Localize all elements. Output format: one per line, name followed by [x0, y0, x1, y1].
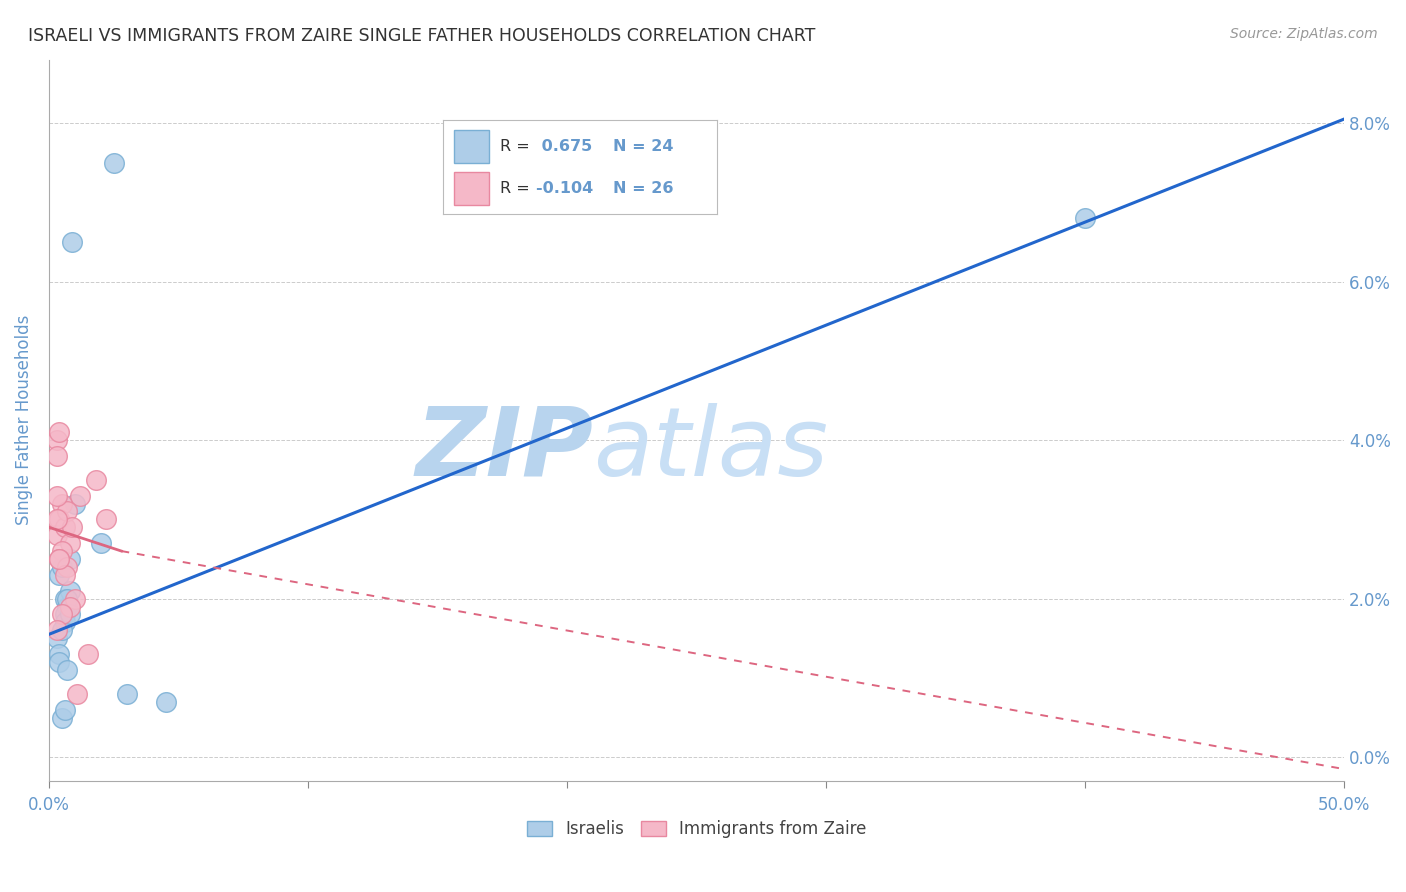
- Point: [45, 632, 67, 646]
- Point: [51, 607, 73, 622]
- Point: [51, 496, 73, 510]
- Point: [103, 155, 125, 169]
- Point: [51, 710, 73, 724]
- Point: [48, 512, 70, 526]
- Point: [59, 536, 82, 550]
- Point: [48, 425, 70, 440]
- Point: [53, 591, 76, 606]
- Point: [60, 235, 83, 249]
- Point: [90, 536, 112, 550]
- FancyBboxPatch shape: [454, 172, 489, 205]
- Text: -0.104: -0.104: [536, 181, 605, 196]
- Point: [45, 528, 67, 542]
- Point: [48, 647, 70, 661]
- Point: [59, 552, 82, 566]
- Point: [84, 473, 107, 487]
- Point: [59, 583, 82, 598]
- Text: ISRAELI VS IMMIGRANTS FROM ZAIRE SINGLE FATHER HOUSEHOLDS CORRELATION CHART: ISRAELI VS IMMIGRANTS FROM ZAIRE SINGLE …: [28, 27, 815, 45]
- Text: Source: ZipAtlas.com: Source: ZipAtlas.com: [1230, 27, 1378, 41]
- Point: [45, 512, 67, 526]
- Point: [155, 695, 177, 709]
- Text: ZIP: ZIP: [415, 402, 593, 496]
- Text: N = 26: N = 26: [613, 181, 673, 196]
- Point: [56, 504, 79, 518]
- Point: [1074, 211, 1097, 226]
- Point: [53, 607, 76, 622]
- Point: [45, 433, 67, 447]
- Text: atlas: atlas: [593, 402, 828, 496]
- Point: [51, 544, 73, 558]
- Point: [48, 567, 70, 582]
- Point: [63, 591, 86, 606]
- Point: [53, 703, 76, 717]
- Point: [76, 647, 98, 661]
- Y-axis label: Single Father Households: Single Father Households: [15, 315, 32, 525]
- Point: [51, 624, 73, 638]
- Text: N = 24: N = 24: [613, 138, 673, 153]
- Text: R =: R =: [501, 181, 536, 196]
- Point: [53, 520, 76, 534]
- Point: [45, 449, 67, 463]
- Point: [59, 607, 82, 622]
- Point: [115, 687, 138, 701]
- Text: R =: R =: [501, 138, 536, 153]
- Point: [45, 624, 67, 638]
- Point: [53, 615, 76, 630]
- Point: [45, 489, 67, 503]
- Point: [56, 599, 79, 614]
- Point: [53, 567, 76, 582]
- Point: [56, 663, 79, 677]
- Text: 0.675: 0.675: [536, 138, 603, 153]
- Point: [56, 591, 79, 606]
- Point: [69, 489, 91, 503]
- Point: [59, 599, 82, 614]
- Point: [60, 520, 83, 534]
- Legend: Israelis, Immigrants from Zaire: Israelis, Immigrants from Zaire: [520, 814, 873, 845]
- Point: [94, 512, 117, 526]
- FancyBboxPatch shape: [454, 129, 489, 162]
- Point: [63, 496, 86, 510]
- Point: [48, 655, 70, 669]
- Point: [66, 687, 89, 701]
- Point: [56, 560, 79, 574]
- Point: [48, 552, 70, 566]
- Point: [51, 560, 73, 574]
- Point: [48, 552, 70, 566]
